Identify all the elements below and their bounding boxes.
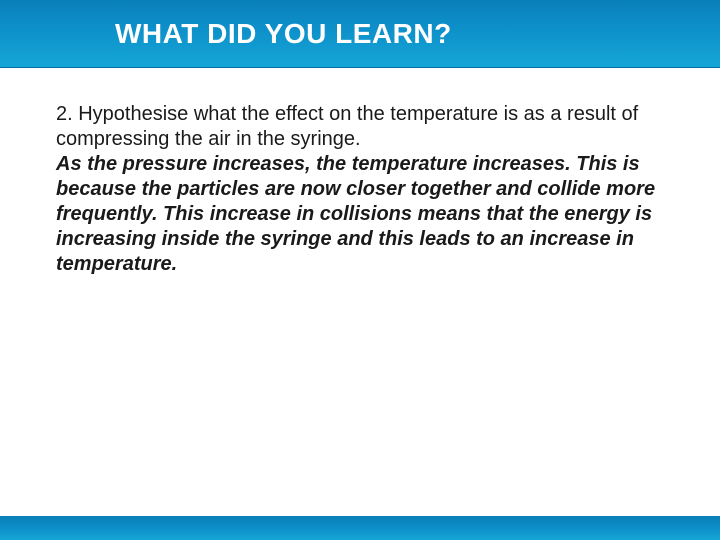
slide-footer	[0, 516, 720, 540]
question-text: 2. Hypothesise what the effect on the te…	[56, 102, 664, 152]
answer-text: As the pressure increases, the temperatu…	[56, 152, 664, 277]
slide-header: WHAT DID YOU LEARN?	[0, 0, 720, 68]
slide-content: 2. Hypothesise what the effect on the te…	[0, 68, 720, 277]
header-title: WHAT DID YOU LEARN?	[115, 18, 452, 50]
